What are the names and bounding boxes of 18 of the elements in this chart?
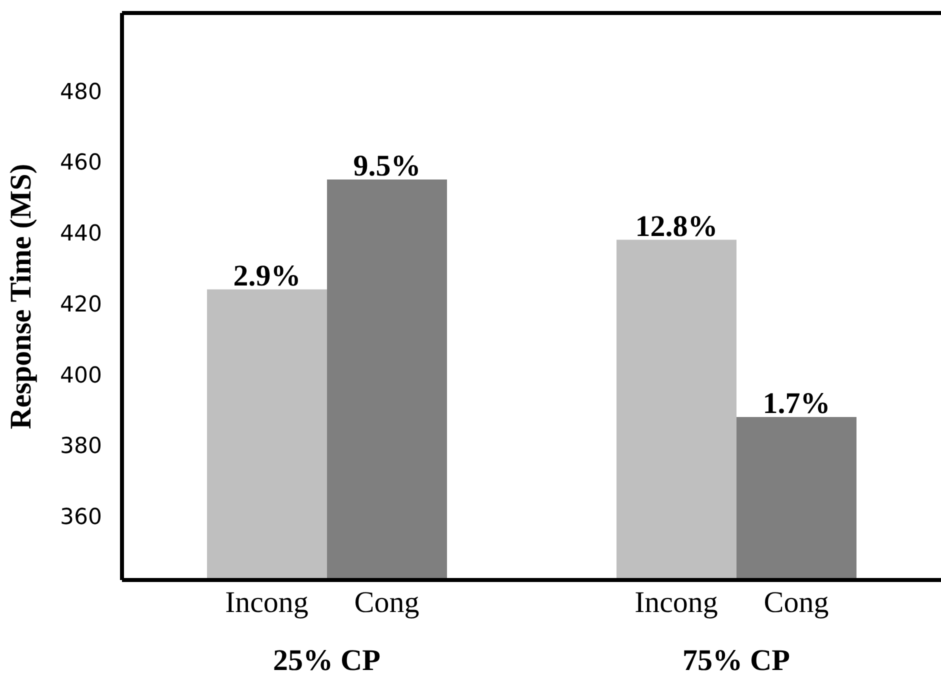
x-tick-label: 25% CP xyxy=(273,644,380,677)
y-tick-label: 420 xyxy=(60,292,102,318)
annotation: 2.9% xyxy=(233,259,301,292)
y-tick-label: 460 xyxy=(60,150,102,176)
y-tick-label: 380 xyxy=(60,434,102,460)
text: Cong xyxy=(764,586,829,619)
annotation: 9.5% xyxy=(353,150,421,183)
y-axis-title: Response Time (MS) xyxy=(4,164,38,430)
y-tick-label: 360 xyxy=(60,505,102,530)
y-tick-label: 480 xyxy=(60,80,102,105)
series-label: Incong xyxy=(225,586,308,619)
annotation: 12.8% xyxy=(635,210,718,243)
y-tick-label: 440 xyxy=(60,222,102,247)
y-tick-label: 400 xyxy=(60,363,102,388)
text: Incong xyxy=(634,586,718,619)
series-label: Cong xyxy=(354,586,420,619)
x-tick-label: 75% CP xyxy=(682,644,790,677)
annotation: 1.7% xyxy=(762,386,830,420)
